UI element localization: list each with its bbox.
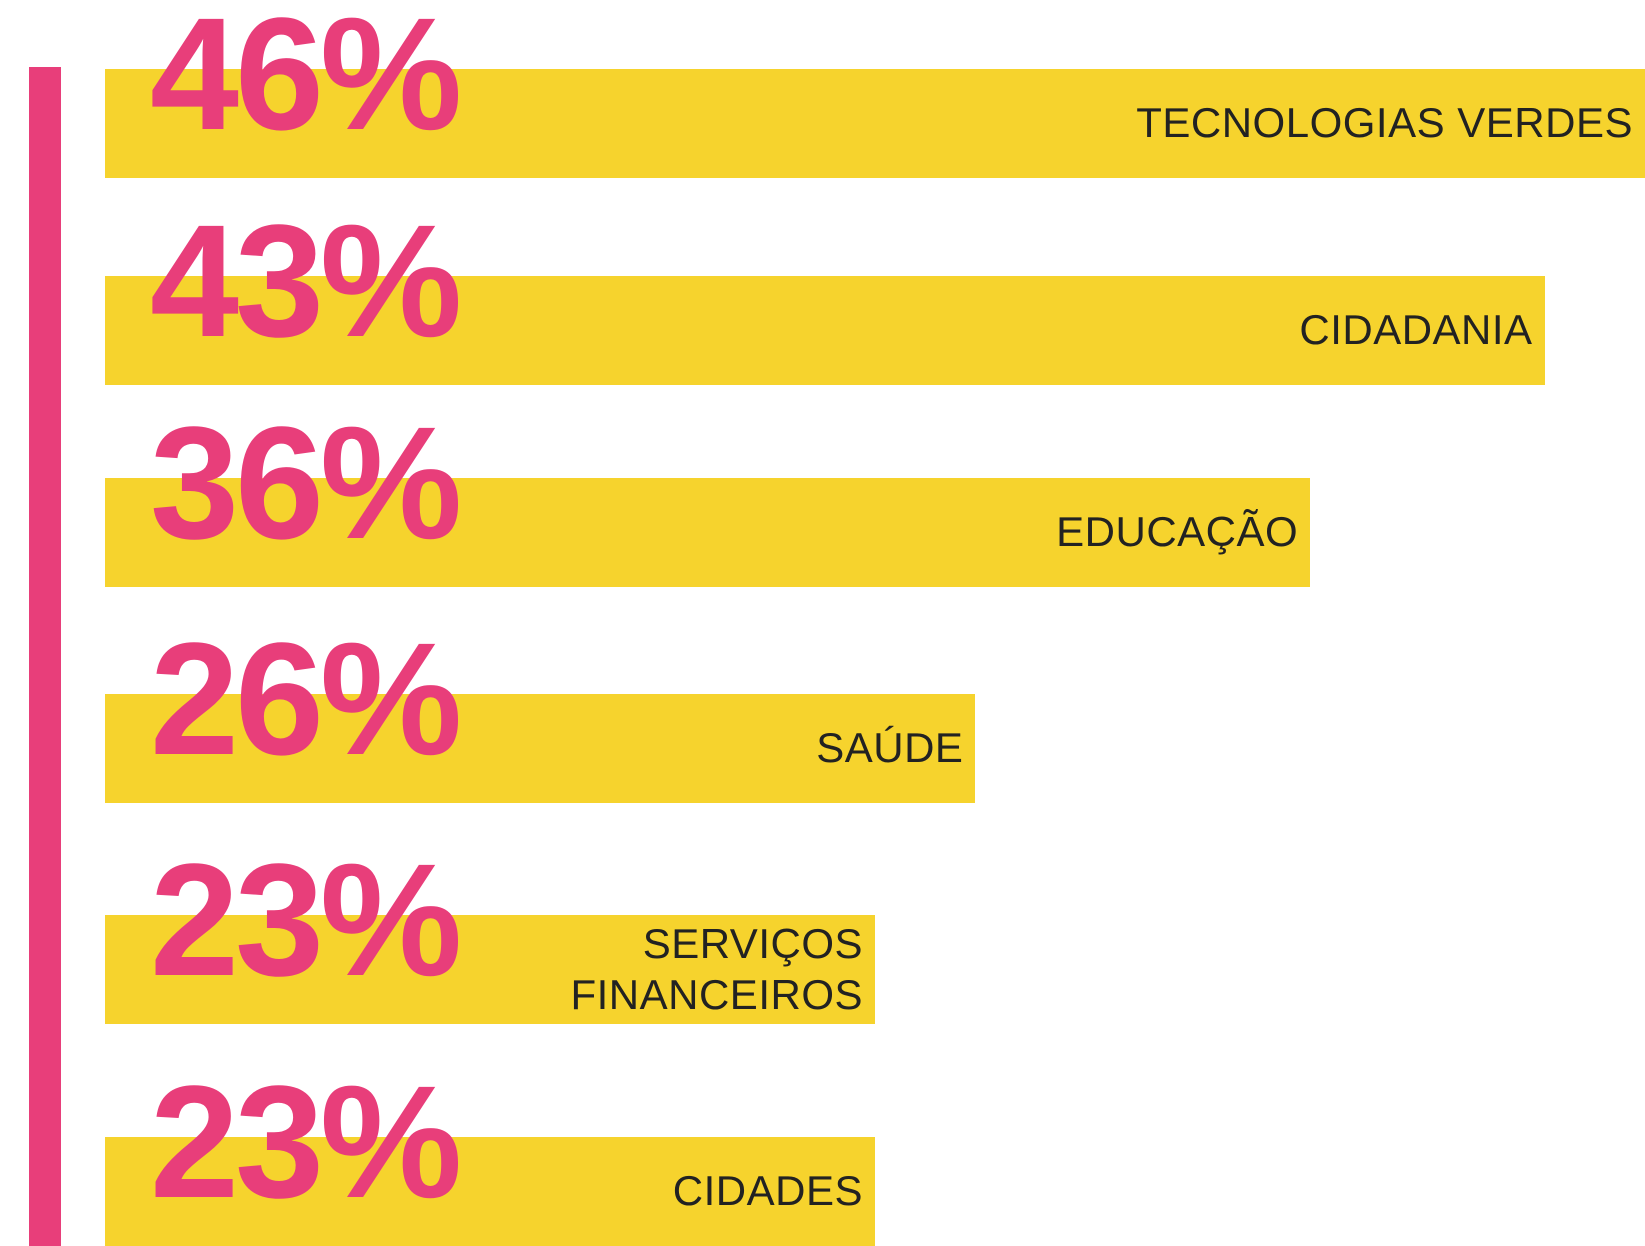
- category-label: SAÚDE: [816, 724, 964, 772]
- bar: [105, 276, 1545, 385]
- value-label: 43%: [150, 191, 462, 370]
- category-label: CIDADES: [672, 1167, 863, 1215]
- category-label: SERVIÇOS FINANCEIROS: [570, 920, 863, 1018]
- bar: [105, 915, 875, 1024]
- bar: [105, 1137, 875, 1246]
- bar: [105, 478, 1311, 587]
- bar: [105, 69, 1645, 178]
- axis-line: [29, 67, 61, 1246]
- value-label: 36%: [150, 393, 462, 572]
- category-label: TECNOLOGIAS VERDES: [1136, 99, 1633, 147]
- category-label: CIDADANIA: [1299, 306, 1533, 354]
- category-label: EDUCAÇÃO: [1056, 508, 1299, 556]
- value-label: 23%: [150, 1052, 462, 1231]
- value-label: 26%: [150, 609, 462, 788]
- value-label: 23%: [150, 830, 462, 1009]
- bar: [105, 694, 976, 803]
- value-label: 46%: [150, 0, 462, 163]
